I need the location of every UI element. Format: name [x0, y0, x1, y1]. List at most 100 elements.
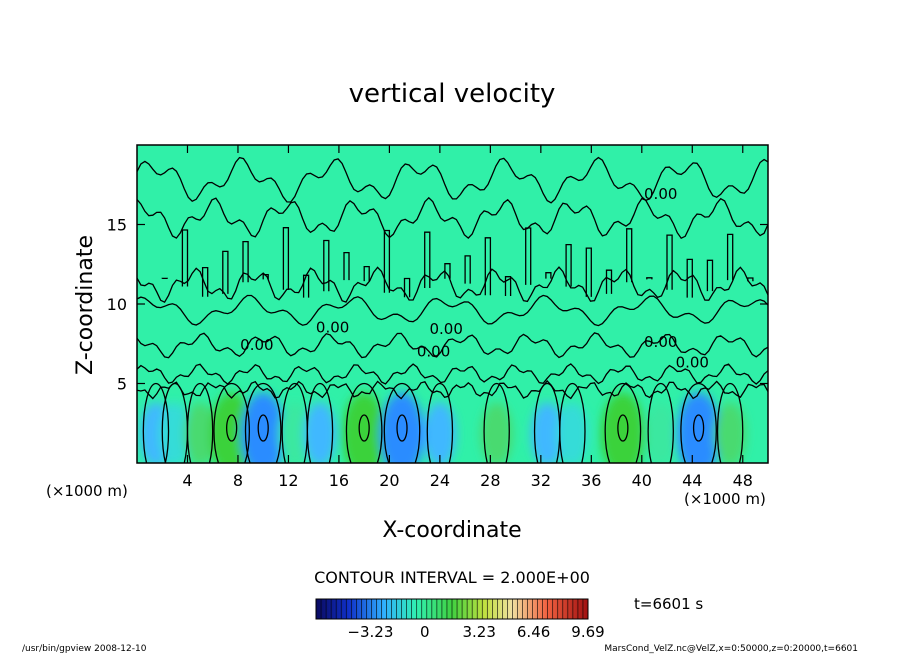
contour-plume: [545, 272, 552, 279]
contour-plume: [222, 250, 229, 294]
contour-plume: [646, 277, 653, 280]
contour-plume: [363, 265, 370, 282]
contour-plume: [605, 269, 613, 294]
field-blob-7: [342, 392, 387, 463]
contour-core-8: [396, 414, 408, 442]
x-tick-label: 16: [329, 471, 349, 490]
x-axis-ticks: 4 8 12 16 20 24 28 32 36 40 44 48: [182, 145, 753, 490]
contour-label-3: 0.00: [429, 320, 462, 338]
contour-core-3: [225, 414, 238, 442]
y-tick-label: 15: [107, 216, 127, 235]
contour-plume: [181, 229, 189, 287]
contour-cell-13: [604, 382, 642, 463]
contour-label-5: 0.00: [644, 333, 677, 351]
contour-labels: 0.00 0.00 0.00 0.00 0.00 0.00 0.00: [240, 185, 709, 372]
x-tick-label: 12: [278, 471, 298, 490]
field-blob-11: [531, 402, 564, 463]
contour-plume: [262, 273, 269, 280]
field-blob-4: [241, 392, 286, 463]
x-tick-label: 44: [682, 471, 702, 490]
contour-plume: [484, 237, 492, 296]
contour-cell-6: [306, 382, 334, 463]
contour-plume: [464, 255, 471, 284]
contour-plume: [686, 258, 693, 298]
x-tick-label: 4: [182, 471, 192, 490]
contour-plume: [403, 277, 411, 298]
contour-label-1: 0.00: [240, 336, 273, 354]
contour-plume: [424, 231, 431, 288]
field-blob-8: [380, 392, 425, 463]
contour-label-2: 0.00: [316, 319, 349, 337]
x-tick-label: 20: [379, 471, 399, 490]
contour-line-1: [137, 196, 768, 240]
contour-lines: [137, 156, 768, 463]
contour-plume: [626, 228, 633, 283]
colorbar-tick-labels: −3.23 0 3.23 6.46 9.69: [347, 623, 604, 641]
x-tick-label: 28: [480, 471, 500, 490]
contour-line-2: [137, 266, 768, 304]
x-axis-label: X-coordinate: [382, 518, 521, 543]
y-tick-label: 5: [117, 375, 127, 394]
chart-title: vertical velocity: [349, 79, 556, 109]
field-blob-9: [423, 402, 456, 463]
field-blob-15: [676, 392, 721, 463]
contour-cell-14: [647, 382, 674, 463]
contour-core-4: [257, 414, 269, 442]
plot-area: [137, 145, 768, 463]
contour-line-3: [137, 294, 768, 327]
contour-plume: [242, 240, 249, 283]
contour-cell-12: [559, 382, 586, 463]
contour-core-7: [358, 414, 370, 442]
y-tick-label: 10: [107, 295, 127, 314]
x-tick-label: 36: [581, 471, 601, 490]
field-blob-6: [303, 402, 336, 463]
contour-cell-9: [426, 382, 454, 463]
contour-plume: [302, 274, 310, 298]
y-axis-ticks: 5 10 15: [107, 216, 768, 394]
contour-plume: [383, 229, 391, 293]
colorbar-tick-label: 6.46: [517, 623, 550, 641]
footer-left: /usr/bin/gpview 2008-12-10: [22, 644, 147, 654]
y-axis-label: Z-coordinate: [73, 235, 98, 375]
colorbar-tick-label: −3.23: [347, 623, 393, 641]
field-blob-5: [278, 402, 311, 463]
contour-plume: [504, 276, 512, 296]
contour-cell-15: [680, 382, 717, 463]
contour-plume: [565, 243, 572, 287]
contour-line-0: [137, 156, 768, 204]
colorbar-tick-label: 0: [420, 623, 430, 641]
contour-plume: [585, 247, 592, 297]
contour-plume: [444, 263, 451, 279]
contour-label-0: 0.00: [644, 185, 677, 203]
field-blob-1: [158, 402, 191, 463]
field-blob-13: [600, 392, 645, 463]
contour-core-15: [692, 414, 705, 442]
x-unit-right: (×1000 m): [684, 490, 766, 508]
contour-cell-4: [244, 382, 282, 463]
contour-plume: [525, 227, 532, 285]
x-tick-label: 48: [733, 471, 753, 490]
field-blob-10: [480, 402, 513, 463]
contour-line-5: [137, 363, 768, 385]
contour-cell-7: [345, 382, 383, 463]
contour-plume: [726, 233, 734, 281]
contour-core-13: [617, 414, 629, 442]
colorbar-tick-label: 3.23: [462, 623, 495, 641]
x-tick-label: 40: [632, 471, 652, 490]
contour-plume: [747, 277, 754, 282]
footer-right: MarsCond_VelZ.nc@VelZ,x=0:50000,z=0:2000…: [604, 644, 858, 654]
field-blob-2: [184, 402, 217, 463]
contour-plume: [343, 251, 350, 281]
field-blob-12: [556, 402, 589, 463]
contour-cell-2: [186, 382, 214, 463]
contour-plume: [706, 259, 714, 292]
contour-plume: [201, 266, 209, 297]
field-blobs: [139, 392, 747, 463]
contour-line-4: [137, 332, 768, 359]
x-unit-left: (×1000 m): [46, 482, 128, 500]
contour-label-4: 0.00: [417, 342, 450, 360]
field-blob-14: [644, 402, 677, 463]
colorbar-tick-label: 9.69: [571, 623, 604, 641]
contour-interval-text: CONTOUR INTERVAL = 2.000E+00: [314, 568, 590, 587]
time-text: t=6601 s: [634, 595, 703, 613]
